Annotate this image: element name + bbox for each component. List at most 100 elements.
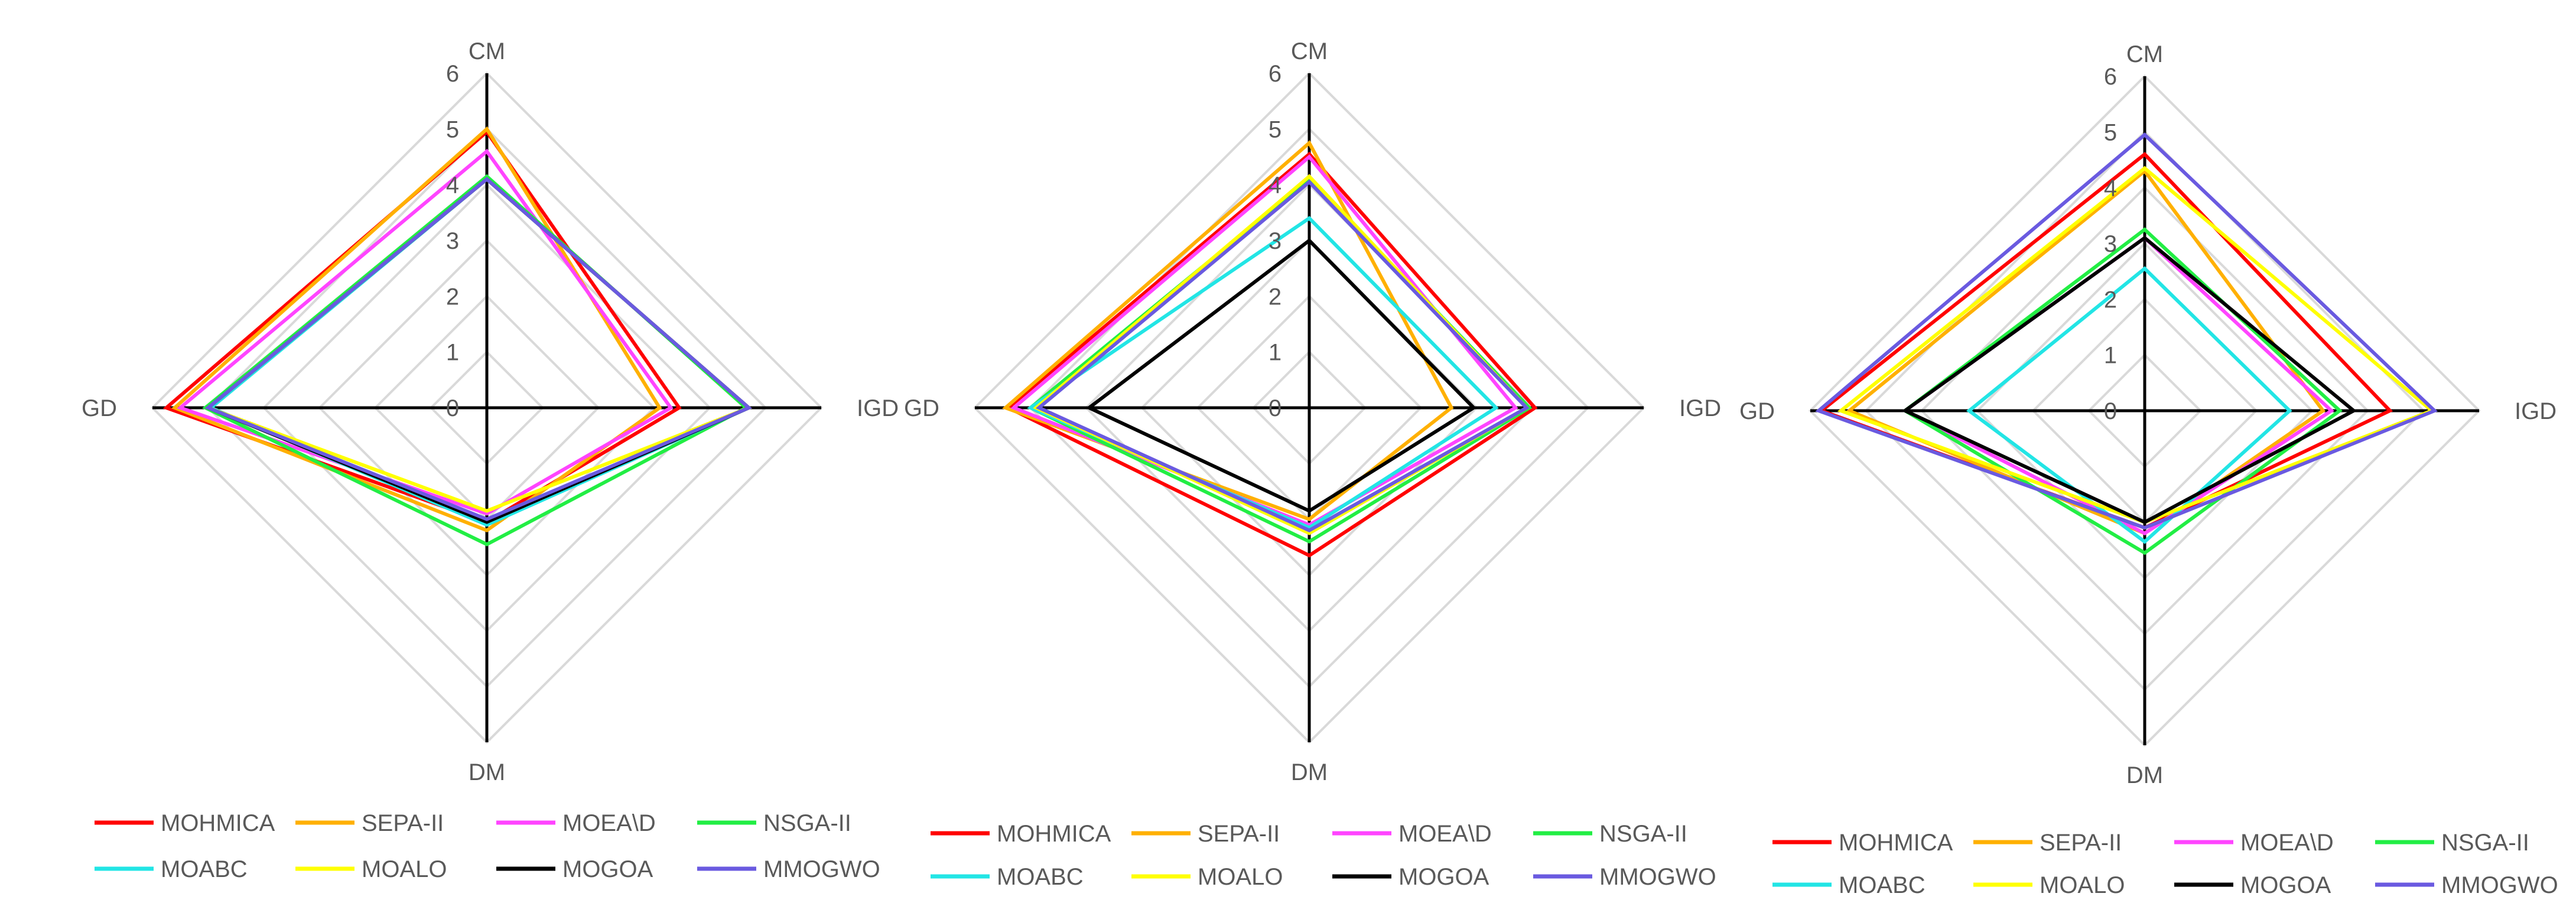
- legend-label: SEPA-II: [362, 810, 444, 836]
- legend-label: NSGA-II: [2441, 830, 2529, 856]
- tick-label: 5: [446, 116, 459, 142]
- legend-item: MOABC: [1772, 872, 1926, 898]
- tick-label: 6: [1269, 61, 1282, 87]
- legend-item: MOEA\D: [496, 810, 656, 836]
- legend-item: NSGA-II: [2375, 830, 2529, 856]
- series-moabc: [1966, 266, 2292, 544]
- legend-label: MOABC: [161, 856, 248, 882]
- axis-label-gd: GD: [82, 395, 117, 421]
- radar-chart-1: 0 1 2 3 4 5 6 CM IGD DM GD MOHMICA SEPA-II MOEA\D NSGA…: [82, 38, 899, 882]
- series-sepa-ii: [1002, 140, 1454, 522]
- legend-item: SEPA-II: [1131, 821, 1280, 847]
- legend-item: MOALO: [1973, 872, 2125, 898]
- legend-label: MOALO: [362, 856, 447, 882]
- tick-label: 6: [446, 61, 459, 87]
- legend-label: MOALO: [2040, 872, 2125, 898]
- tick-label: 1: [446, 340, 459, 366]
- axis-label-dm: DM: [469, 759, 505, 785]
- axis-label-gd: GD: [1739, 398, 1775, 424]
- tick-label: 0: [2104, 398, 2117, 424]
- legend-item: MOHMICA: [931, 821, 1111, 847]
- legend-item: MMOGWO: [2375, 872, 2558, 898]
- tick-label: 0: [1269, 395, 1282, 421]
- axis-label-cm: CM: [469, 38, 505, 64]
- legend-item: MOABC: [931, 864, 1084, 890]
- legend-item: MMOGWO: [697, 856, 880, 882]
- legend-item: MOEA\D: [1332, 821, 1492, 847]
- legend-label: SEPA-II: [1198, 821, 1280, 847]
- legend-item: NSGA-II: [697, 810, 851, 836]
- tick-label: 3: [1269, 228, 1282, 254]
- series-moabc: [207, 177, 752, 527]
- legend-label: MMOGWO: [763, 856, 880, 882]
- axis-label-cm: CM: [1291, 38, 1328, 64]
- legend-label: MOHMICA: [161, 810, 275, 836]
- series-moea-d: [177, 148, 674, 516]
- legend-label: MOGOA: [2240, 872, 2331, 898]
- series-nsga-ii: [1901, 227, 2343, 556]
- legend-item: MOGOA: [1332, 864, 1489, 890]
- legend-item: MOALO: [295, 856, 447, 882]
- legend-label: MOGOA: [1398, 864, 1489, 890]
- tick-label: 2: [1269, 284, 1282, 310]
- series-mohmica: [1817, 152, 2393, 530]
- legend-label: MOABC: [1839, 872, 1926, 898]
- legend-label: MOGOA: [562, 856, 653, 882]
- tick-label: 1: [1269, 340, 1282, 366]
- tick-label: 3: [446, 228, 459, 254]
- legend-item: MMOGWO: [1533, 864, 1716, 890]
- legend-label: NSGA-II: [1599, 821, 1687, 847]
- axis-label-cm: CM: [2126, 41, 2163, 67]
- legend-item: SEPA-II: [1973, 830, 2122, 856]
- tick-label: 2: [446, 284, 459, 310]
- legend-item: MOGOA: [496, 856, 653, 882]
- legend-label: MOABC: [997, 864, 1084, 890]
- legend-label: MOHMICA: [997, 821, 1111, 847]
- series-moabc: [1027, 216, 1499, 530]
- legend-item: MOALO: [1131, 864, 1283, 890]
- legend-item: MOHMICA: [1772, 830, 1953, 856]
- legend-label: MMOGWO: [1599, 864, 1716, 890]
- axis-label-gd: GD: [904, 395, 939, 421]
- legend-label: MOALO: [1198, 864, 1283, 890]
- tick-label: 4: [1269, 173, 1282, 199]
- tick-label: 3: [2104, 231, 2117, 257]
- legend-label: MMOGWO: [2441, 872, 2558, 898]
- tick-label: 4: [2104, 176, 2117, 202]
- legend-label: MOEA\D: [2240, 830, 2334, 856]
- legend-label: MOEA\D: [1398, 821, 1492, 847]
- axis-label-igd: IGD: [1679, 395, 1721, 421]
- tick-label: 1: [2104, 343, 2117, 369]
- legend-item: SEPA-II: [295, 810, 444, 836]
- legend-label: MOEA\D: [562, 810, 656, 836]
- series-mmogwo: [1815, 132, 2438, 530]
- axis-label-igd: IGD: [857, 395, 899, 421]
- series-mmogwo: [204, 177, 752, 521]
- series-mogoa: [1901, 235, 2357, 525]
- series-mogoa: [204, 177, 752, 524]
- tick-label: 4: [446, 173, 459, 199]
- series-mohmica: [1005, 151, 1538, 558]
- radar-chart-3: 0 1 2 3 4 5 6 CM IGD DM GD MOHMICA SEPA-II MOEA\D NSGA…: [1739, 41, 2558, 898]
- legend-item: MOEA\D: [2174, 830, 2334, 856]
- legend-item: MOGOA: [2174, 872, 2331, 898]
- series-mmogwo: [1035, 179, 1530, 532]
- axis-label-dm: DM: [1291, 759, 1328, 785]
- axis-label-dm: DM: [2126, 762, 2163, 788]
- tick-label: 2: [2104, 287, 2117, 313]
- legend-item: MOABC: [95, 856, 248, 882]
- tick-label: 6: [2104, 64, 2117, 90]
- legend-item: NSGA-II: [1533, 821, 1687, 847]
- legend-label: SEPA-II: [2040, 830, 2122, 856]
- series-nsga-ii: [202, 174, 749, 547]
- legend-item: MOHMICA: [95, 810, 275, 836]
- series-mogoa: [1085, 238, 1477, 513]
- axis-label-igd: IGD: [2515, 398, 2557, 424]
- legend-label: MOHMICA: [1839, 830, 1953, 856]
- tick-label: 0: [446, 395, 459, 421]
- legend-label: NSGA-II: [763, 810, 851, 836]
- tick-label: 5: [2104, 119, 2117, 145]
- series-mohmica: [162, 129, 682, 524]
